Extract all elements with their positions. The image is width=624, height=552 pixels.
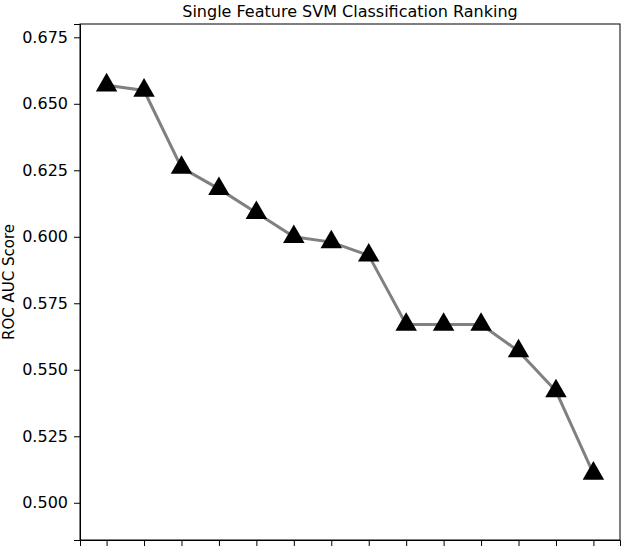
y-tick-mark [74,237,80,238]
y-tick-mark [74,503,80,504]
marker [508,339,529,358]
x-tick [219,540,220,546]
x-tick-mark [481,540,482,546]
plot: 0.500 0.525 0.550 0.575 0.600 0.625 0.650 0.675 [22,24,620,546]
marks [96,73,604,480]
x-tick-mark [369,540,370,546]
x-axis-line [81,541,621,547]
x-tick-mark [406,540,407,546]
y-tick-label: 0.525 [22,427,68,446]
marker [208,176,229,195]
marker [545,379,566,398]
y-tick-mark [74,370,80,371]
y-tick-mark [74,436,80,437]
y-tick-label: 0.600 [22,227,68,246]
marker [283,224,304,243]
x-tick [294,540,295,546]
x-tick-mark [144,540,145,546]
marker [358,243,379,262]
x-tick [406,540,407,546]
y-tick-label: 0.650 [22,94,68,113]
x-tick [181,540,182,546]
line [107,85,594,473]
x-tick [144,540,145,546]
x-tick [369,540,370,546]
y-tick: 0.575 [22,294,80,313]
y-axis: 0.500 0.525 0.550 0.575 0.600 0.625 0.650 0.675 [22,25,80,541]
x-tick-mark [444,540,445,546]
x-tick [444,540,445,546]
x-tick [556,540,557,546]
y-tick-mark [74,170,80,171]
marker [583,461,604,480]
title: Single Feature SVM Classification Rankin… [182,2,517,21]
x-tick [107,540,108,546]
x-tick-mark [256,540,257,546]
x-tick-mark [107,540,108,546]
y-tick: 0.550 [22,360,80,379]
y-tick-label: 0.625 [22,161,68,180]
y-tick: 0.650 [22,94,80,113]
marker [133,78,154,97]
plot-frame [80,24,620,540]
x-tick [519,540,520,546]
x-tick-mark [294,540,295,546]
marker [433,312,454,331]
y-tick-mark [74,104,80,105]
x-tick-mark [331,540,332,546]
x-tick-mark [219,540,220,546]
x-tick-mark [181,540,182,546]
x-tick-mark [556,540,557,546]
y-tick-mark [74,37,80,38]
x-tick [331,540,332,546]
y-tick: 0.675 [22,28,80,47]
y-tick: 0.625 [22,161,80,180]
marker [395,312,416,331]
x-tick-mark [593,540,594,546]
chart: 0.500 0.525 0.550 0.575 0.600 0.625 0.650 0.675… [0,0,624,552]
marker [96,73,117,92]
y-tick-label: 0.575 [22,294,68,313]
x-tick [481,540,482,546]
marker [470,312,491,331]
x-tick-mark [519,540,520,546]
y-tick-label: 0.550 [22,360,68,379]
y-tick: 0.500 [22,493,80,512]
y-tick: 0.600 [22,227,80,246]
y-tick-mark [74,303,80,304]
y-tick-label: 0.500 [22,493,68,512]
x-tick [593,540,594,546]
marker [246,200,267,219]
marker [171,155,192,174]
marker [321,230,342,249]
y-axis-title: ROC AUC Score [0,224,18,340]
y-tick: 0.525 [22,427,80,446]
x-axis [81,540,621,546]
y-tick-label: 0.675 [22,28,68,47]
x-tick [256,540,257,546]
